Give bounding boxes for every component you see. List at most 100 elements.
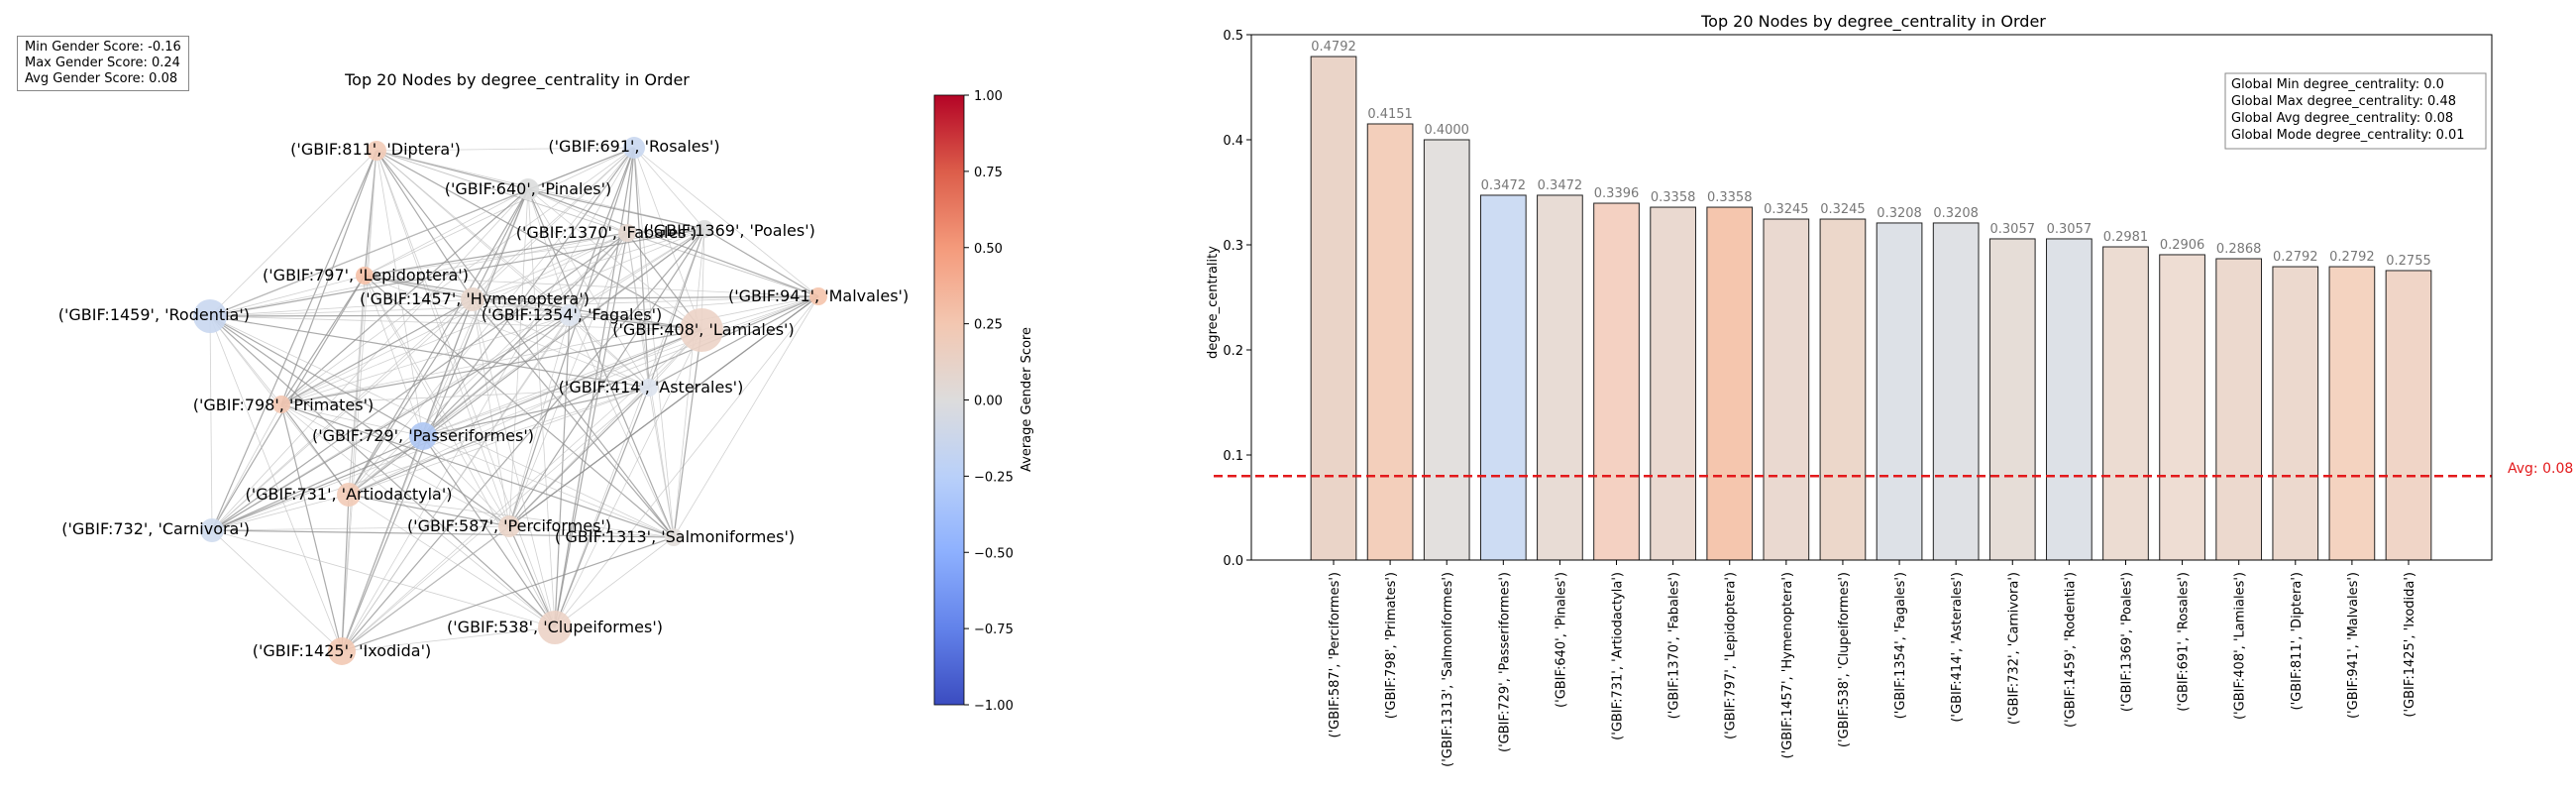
network-node-label: ('GBIF:640', 'Pinales') [445,179,612,198]
network-edge [633,147,705,230]
bar [1593,202,1640,561]
network-edge [673,228,705,538]
network-edge [673,295,819,538]
network-edge [422,295,819,437]
network-edge [348,329,702,496]
network-edge [626,232,819,297]
network-edge [211,403,282,531]
network-edge [508,232,628,527]
colorbar-tick-label: 0.00 [974,395,1003,409]
network-edge [569,314,702,331]
colorbar-tick-label: −1.00 [974,699,1014,714]
network-edge [209,314,571,317]
network-edge [341,387,650,652]
network-edge [364,228,705,277]
network-node-label: ('GBIF:731', 'Artiodactyla') [245,485,452,504]
bar-value-label: 0.3057 [1990,222,2036,237]
network-node [809,287,827,305]
network-node [640,379,658,396]
network-edge [211,147,635,531]
network-node-label: ('GBIF:1313', 'Salmoniformes') [555,527,795,546]
network-edge [280,403,343,652]
bar [1876,222,1923,561]
network-edge [280,295,819,405]
x-tick-label: ('GBIF:941', 'Malvales') [2346,572,2361,719]
bar-value-label: 0.3245 [1820,202,1866,217]
network-edge [648,295,819,389]
network-edge [527,188,556,628]
network-edge [472,298,510,527]
network-edge [211,494,350,531]
network-edge [376,150,424,437]
network-edge [280,387,650,405]
network-edge [508,525,675,538]
network-node-label: ('GBIF:1459', 'Rodentia') [58,305,250,324]
network-edge [527,188,628,234]
network-edge [508,387,650,527]
colorbar-tick-label: 0.25 [974,318,1003,333]
network-edge [422,435,675,538]
network-edge [633,147,819,297]
bar [1932,222,1980,561]
network-edge [211,529,343,652]
y-tick-label: 0.5 [1223,29,1243,44]
colorbar-tick-label: 0.50 [974,242,1003,257]
network-edge [364,188,529,277]
network-edge [341,525,510,652]
bar [1366,123,1414,561]
network-edge [211,529,556,628]
network-node [193,299,227,333]
network-edge [209,315,213,531]
network-edge [209,298,474,317]
network-edge [280,403,556,628]
network-edge [554,387,650,628]
bar-chart: Top 20 Nodes by degree_centrality in Ord… [1206,12,2573,767]
bar-value-label: 0.3358 [1707,190,1753,205]
network-node [328,637,356,665]
network-edge [348,150,377,496]
network-edge [527,188,571,316]
network-edge [341,228,705,652]
network-edge [364,275,474,300]
bar-value-label: 0.3208 [1877,206,1922,221]
network-edge [508,525,556,628]
network-edge [703,228,819,297]
network-node-label: ('GBIF:941', 'Malvales') [728,286,909,305]
bar [1423,139,1470,561]
network-node [409,422,437,450]
network-edge [508,147,635,527]
network-edge [673,329,702,538]
network-edge [527,188,705,230]
avg-gender-score: Avg Gender Score: 0.08 [25,71,178,86]
network-edge [648,387,675,538]
network-edge [364,232,628,277]
network-edge [554,228,705,628]
network-edge [569,228,705,316]
network-edge [211,188,529,531]
network-edge [422,435,510,527]
network-edge [348,188,529,496]
global-mode: Global Mode degree_centrality: 0.01 [2231,128,2465,143]
network-edge [527,188,819,297]
network-node-label: ('GBIF:1369', 'Poales') [643,221,815,240]
network-node [461,287,484,311]
network-edge [280,228,705,405]
network-edge [569,295,819,316]
colorbar-tick-label: −0.50 [974,546,1014,561]
network-edge [209,315,650,389]
network-edge [376,150,675,538]
network-edge [422,147,635,437]
x-tick-label: ('GBIF:408', 'Lamiales') [2233,572,2248,720]
bar-value-label: 0.3208 [1933,206,1979,221]
network-edge [341,536,675,652]
bar-value-label: 0.3358 [1651,190,1696,205]
network-edge [422,232,628,437]
network-edge [211,228,705,531]
network-edge [376,150,571,316]
x-tick-label: ('GBIF:414', 'Asterales') [1950,572,1965,723]
global-min: Global Min degree_centrality: 0.0 [2231,77,2444,92]
network-edge [211,529,675,538]
bar-value-label: 0.2792 [2329,250,2375,265]
bar-value-label: 0.2868 [2216,242,2262,257]
network-edge [211,232,628,531]
